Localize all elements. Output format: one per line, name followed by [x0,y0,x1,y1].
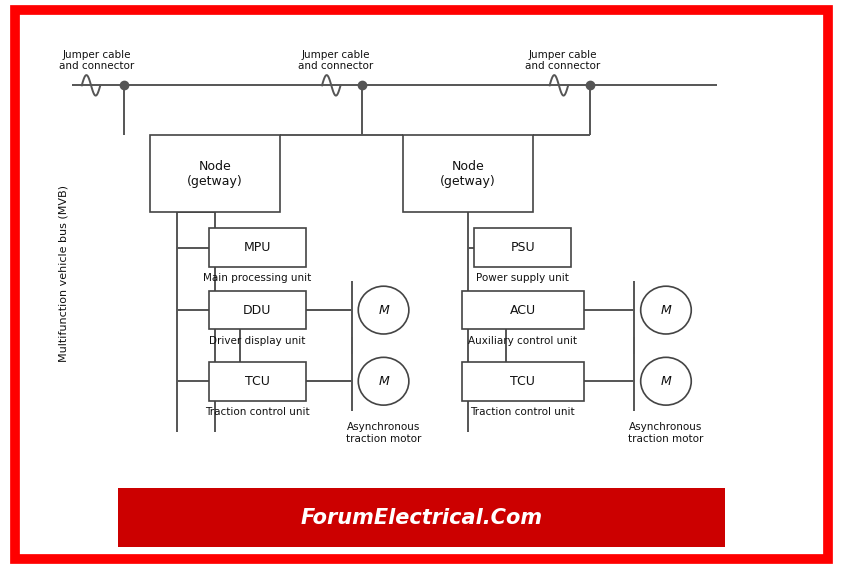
Ellipse shape [358,286,409,334]
Ellipse shape [641,357,691,405]
FancyBboxPatch shape [474,228,572,267]
Text: Jumper cable
and connector: Jumper cable and connector [525,50,601,71]
Text: Driver display unit: Driver display unit [209,336,305,346]
Text: ForumElectrical.Com: ForumElectrical.Com [300,508,543,528]
FancyBboxPatch shape [209,291,305,329]
Text: Jumper cable
and connector: Jumper cable and connector [298,50,373,71]
FancyBboxPatch shape [15,10,828,559]
Text: Traction control unit: Traction control unit [205,407,309,417]
FancyBboxPatch shape [209,362,305,401]
Text: M: M [661,304,671,316]
Text: Main processing unit: Main processing unit [203,273,311,283]
Text: M: M [379,304,389,316]
FancyBboxPatch shape [150,135,280,212]
Ellipse shape [641,286,691,334]
Text: ACU: ACU [510,304,535,316]
Text: TCU: TCU [510,375,535,387]
Text: M: M [379,375,389,387]
FancyBboxPatch shape [462,291,584,329]
Text: Jumper cable
and connector: Jumper cable and connector [59,50,135,71]
FancyBboxPatch shape [118,488,725,547]
FancyBboxPatch shape [462,362,584,401]
Ellipse shape [358,357,409,405]
FancyBboxPatch shape [403,135,534,212]
FancyBboxPatch shape [209,228,305,267]
Text: Power supply unit: Power supply unit [476,273,569,283]
Text: Multifunction vehicle bus (MVB): Multifunction vehicle bus (MVB) [58,184,68,362]
Text: TCU: TCU [244,375,270,387]
Text: M: M [661,375,671,387]
Text: Node
(getway): Node (getway) [440,159,496,188]
Text: Asynchronous
traction motor: Asynchronous traction motor [628,422,704,444]
Text: Auxiliary control unit: Auxiliary control unit [468,336,577,346]
Text: DDU: DDU [243,304,271,316]
Text: MPU: MPU [244,241,271,254]
Text: Node
(getway): Node (getway) [187,159,243,188]
Text: Asynchronous
traction motor: Asynchronous traction motor [346,422,422,444]
Text: Traction control unit: Traction control unit [470,407,575,417]
Text: PSU: PSU [510,241,535,254]
